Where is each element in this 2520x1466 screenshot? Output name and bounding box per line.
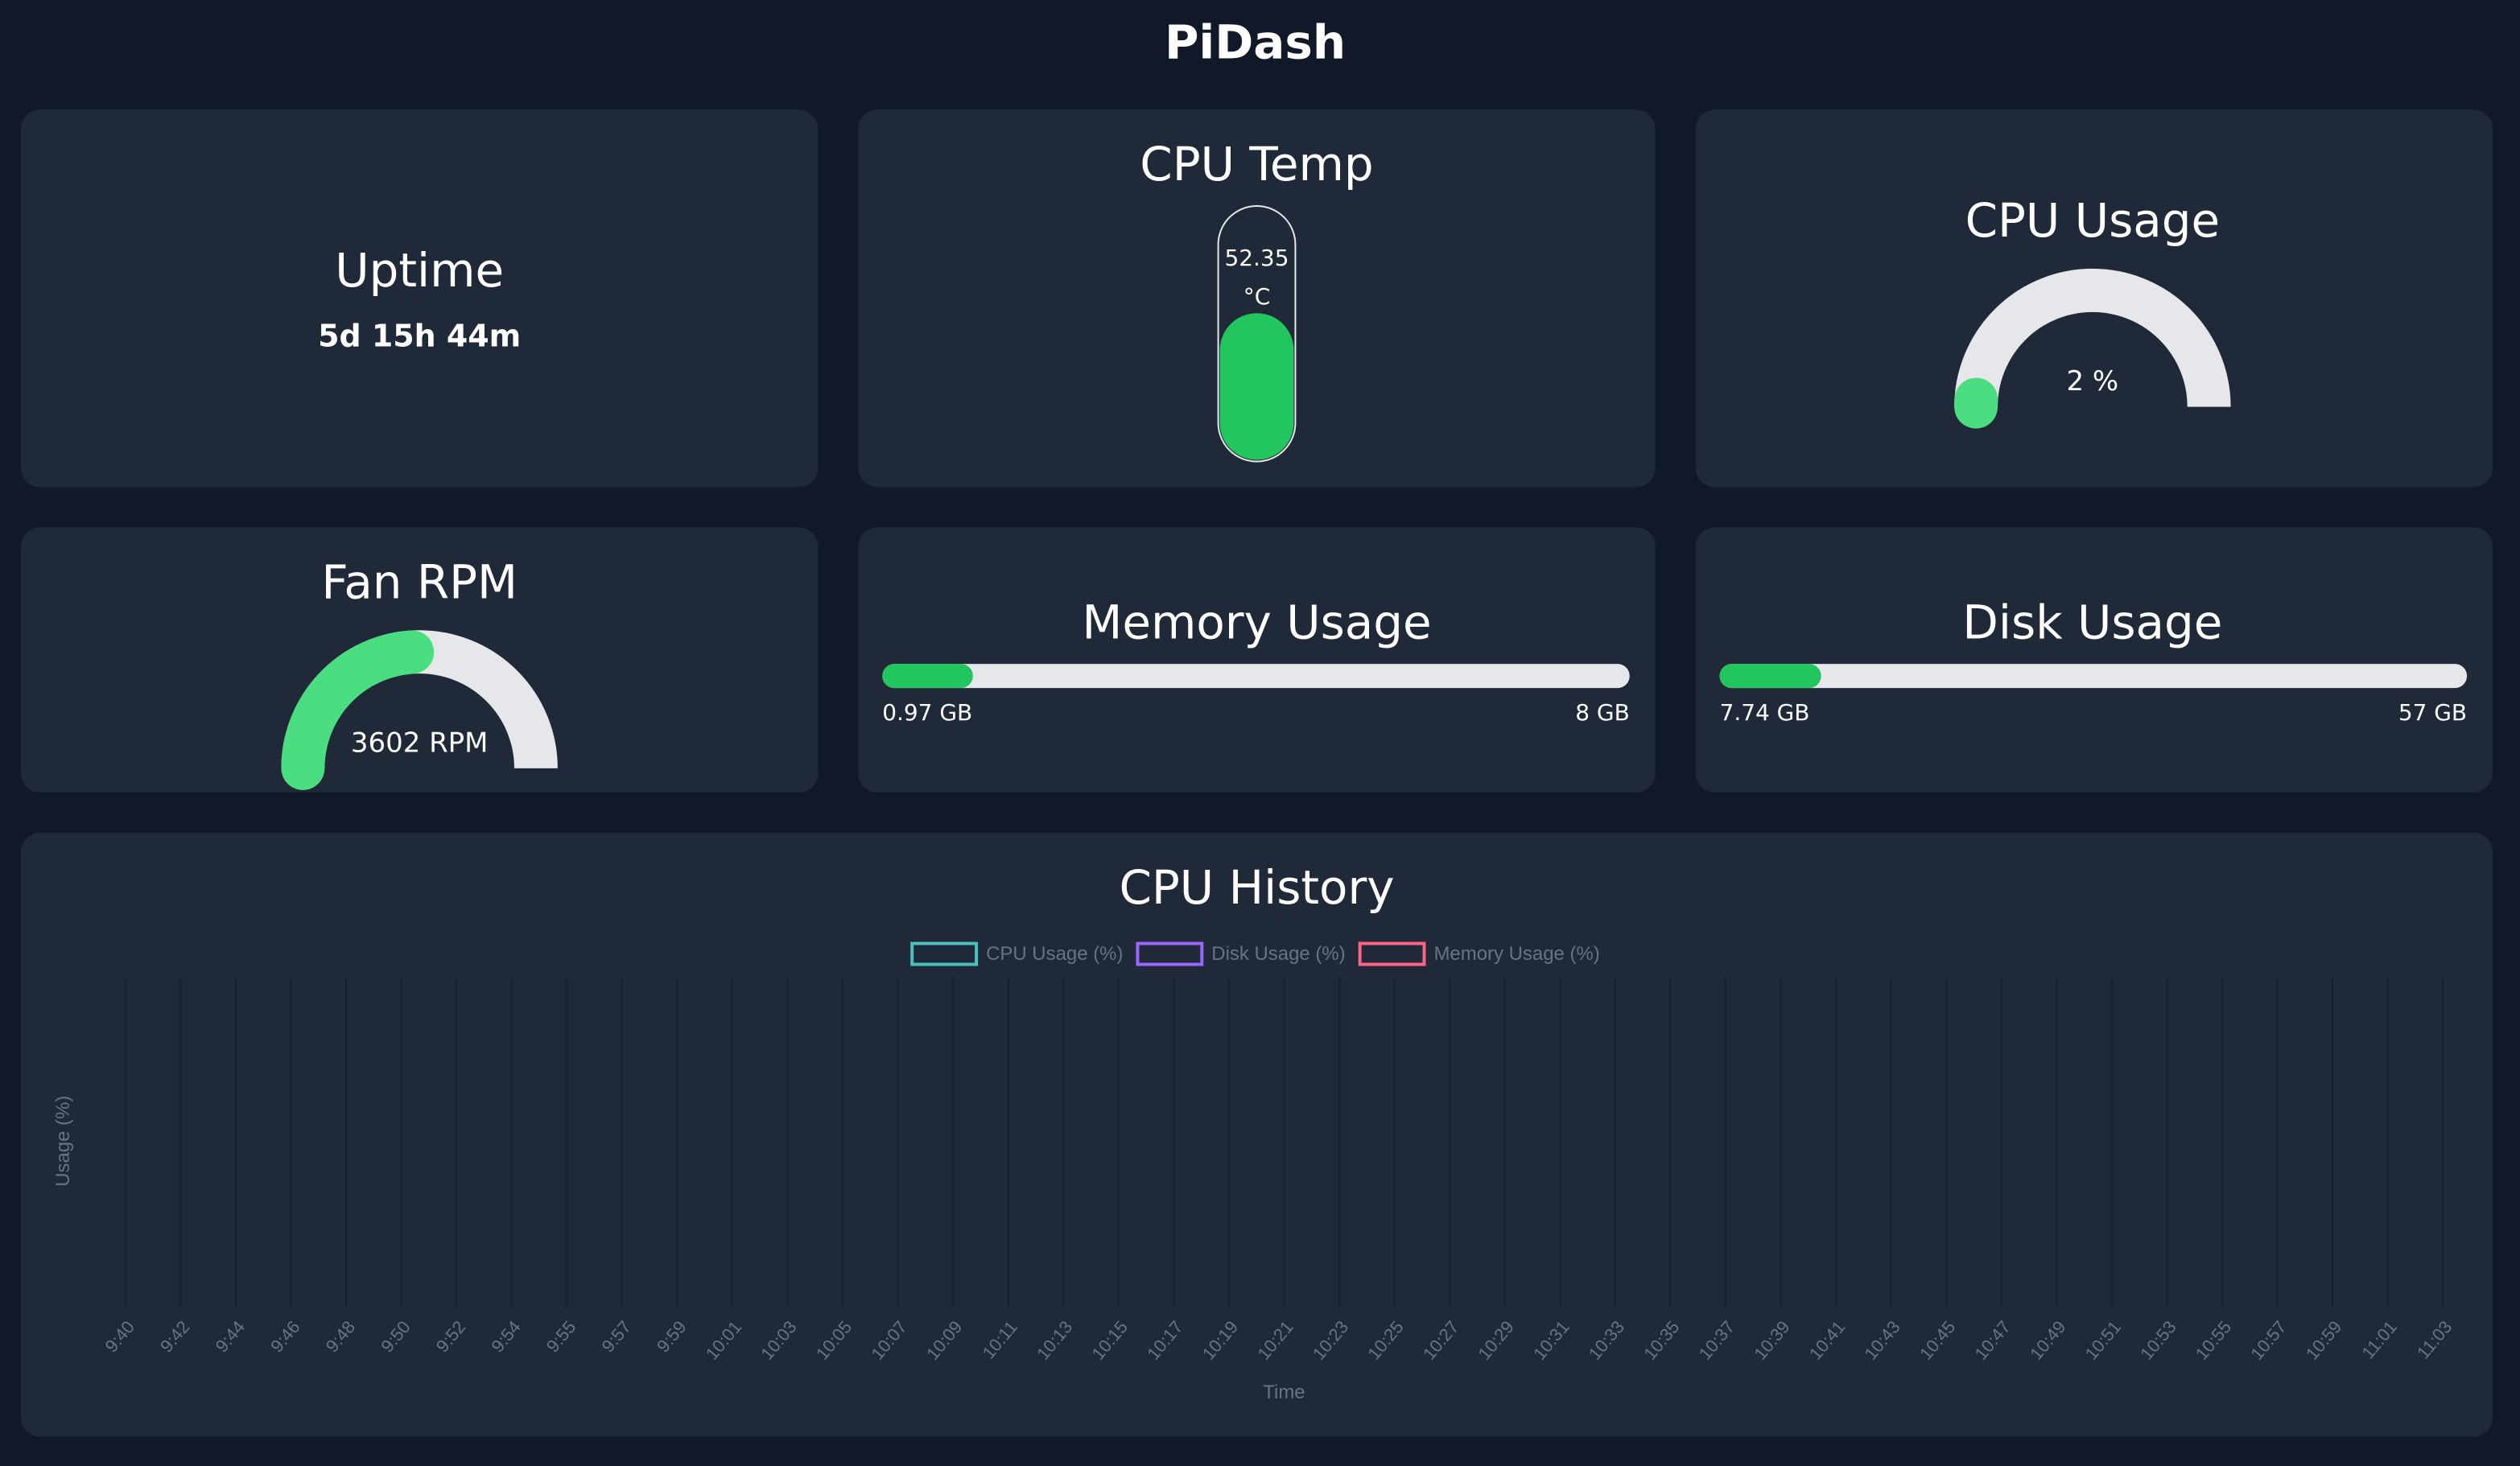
thermometer-tube <box>1217 205 1297 463</box>
uptime-title: Uptime <box>335 243 504 298</box>
gauge-track <box>1954 268 2231 408</box>
disk-card <box>1695 527 2493 793</box>
disk-total: 57 GB <box>2398 699 2467 726</box>
fan-title: Fan RPM <box>321 554 518 609</box>
y-axis-label: Usage (%) <box>52 1096 74 1187</box>
progress-fill <box>1719 664 1821 689</box>
progress-track <box>882 664 1630 689</box>
disk-used: 7.74 GB <box>1720 699 1810 726</box>
uptime-card <box>20 109 819 488</box>
thermometer-fill <box>1219 313 1294 460</box>
cpu-title: CPU Usage <box>1965 193 2220 248</box>
memory-title: Memory Usage <box>1082 595 1431 649</box>
legend-swatch <box>910 941 979 966</box>
disk-title: Disk Usage <box>1962 595 2222 649</box>
cpu-value: 2 % <box>2067 365 2119 397</box>
history-card <box>20 832 2493 1437</box>
fan-value: 3602 RPM <box>351 727 488 759</box>
memory-card <box>858 527 1656 793</box>
legend-label: Memory Usage (%) <box>1433 943 1599 965</box>
temp-card <box>858 109 1656 488</box>
chart-title: CPU History <box>1119 860 1394 915</box>
progress-track <box>1719 664 2468 689</box>
legend-swatch <box>1136 941 1204 966</box>
temp-unit: °C <box>1244 283 1270 310</box>
temp-title: CPU Temp <box>1140 137 1373 191</box>
gauge-fill <box>281 630 435 790</box>
memory-total: 8 GB <box>1575 699 1629 726</box>
temp-value: 52.35 <box>1225 245 1289 271</box>
memory-used: 0.97 GB <box>882 699 972 726</box>
legend-swatch <box>1358 941 1426 966</box>
legend-label: CPU Usage (%) <box>986 943 1123 965</box>
uptime-value: 5d 15h 44m <box>318 318 521 353</box>
x-axis-label: Time <box>1263 1382 1305 1403</box>
legend-label: Disk Usage (%) <box>1211 943 1345 965</box>
page-title: PiDash <box>1165 14 1346 69</box>
progress-fill <box>882 664 973 689</box>
